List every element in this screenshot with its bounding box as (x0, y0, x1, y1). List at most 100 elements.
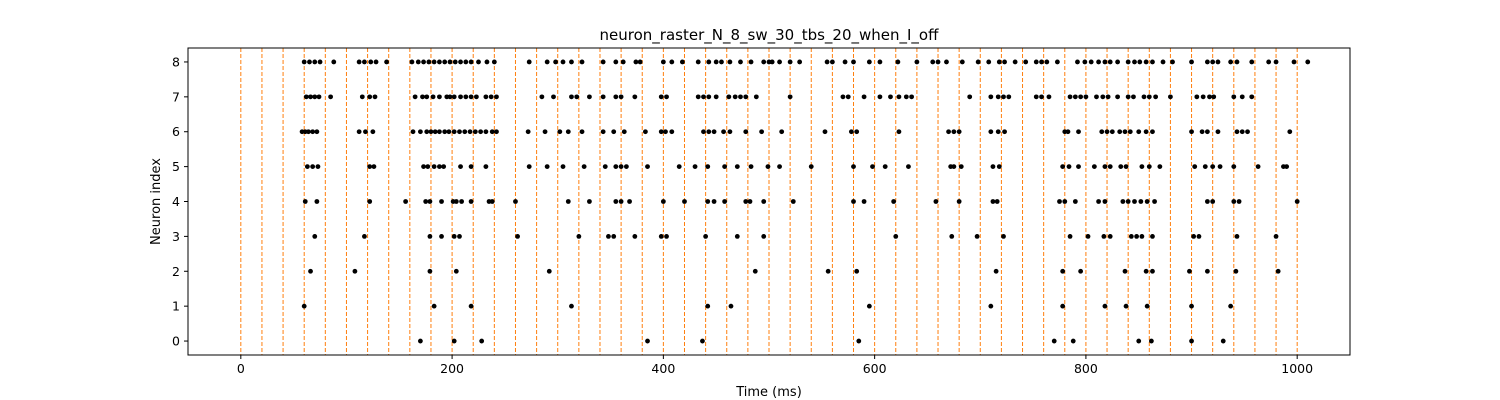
spike-point (1139, 233, 1145, 239)
spike-point (1168, 94, 1173, 100)
spike-point (949, 233, 955, 239)
y-tick-label: 6 (172, 124, 180, 139)
spike-point (1199, 129, 1205, 135)
spike-point (1189, 303, 1194, 309)
spike-point (316, 94, 322, 100)
spike-point (1275, 268, 1281, 274)
spike-point (777, 164, 782, 170)
spike-point (753, 94, 759, 100)
spike-point (479, 338, 485, 344)
spike-point (825, 268, 831, 274)
spike-point (1146, 94, 1152, 100)
spike-point (1143, 59, 1149, 65)
y-tick-label: 8 (172, 54, 180, 69)
spike-point (371, 164, 377, 170)
spike-point (743, 129, 749, 135)
spike-point (328, 94, 334, 100)
spike-point (483, 129, 489, 135)
spike-point (669, 59, 675, 65)
spike-point (427, 233, 433, 239)
spike-point (930, 59, 936, 65)
spike-point (489, 199, 495, 204)
spike-point (669, 129, 675, 135)
spike-point (1066, 164, 1072, 170)
spike-point (1085, 233, 1091, 239)
x-tick-label: 0 (237, 361, 245, 376)
spike-point (410, 129, 416, 135)
spike-point (451, 338, 457, 344)
spike-point (600, 59, 606, 65)
spike-point (613, 94, 619, 100)
spike-point (824, 59, 830, 65)
spike-point (896, 94, 902, 100)
spike-point (986, 59, 992, 65)
spike-point (761, 233, 767, 239)
spike-point (1001, 233, 1006, 239)
spike-point (458, 94, 463, 100)
spike-point (367, 164, 373, 170)
spike-point (442, 59, 448, 65)
spike-point (1118, 164, 1124, 170)
spike-point (427, 268, 433, 274)
spike-point (483, 164, 489, 170)
spike-point (1210, 199, 1216, 204)
spike-point (478, 129, 484, 135)
spike-point (829, 59, 835, 65)
spike-point (645, 164, 650, 170)
spike-point (437, 94, 442, 100)
spike-point (1196, 233, 1202, 239)
spike-point (418, 129, 423, 135)
spike-point (579, 129, 585, 135)
spike-point (643, 129, 648, 135)
spike-point (1088, 59, 1094, 65)
spike-point (1249, 59, 1255, 65)
spike-point (620, 59, 626, 65)
spike-point (1239, 129, 1245, 135)
spike-point (1233, 268, 1239, 274)
spike-point (306, 129, 311, 135)
spike-point (861, 199, 867, 204)
spike-point (695, 94, 701, 100)
y-tick-label: 7 (172, 89, 180, 104)
spike-point (988, 94, 994, 100)
spike-point (1220, 338, 1226, 344)
spike-point (1057, 199, 1062, 204)
spike-point (1249, 94, 1255, 100)
spike-point (1054, 59, 1060, 65)
spike-point (1228, 59, 1234, 65)
spike-point (467, 129, 473, 135)
spike-point (946, 129, 951, 135)
spike-point (822, 129, 828, 135)
spike-point (995, 94, 1001, 100)
spike-point (301, 59, 307, 65)
spike-point (1202, 164, 1208, 170)
spike-point (420, 94, 425, 100)
spike-point (895, 59, 901, 65)
spike-point (1204, 59, 1210, 65)
spike-point (452, 59, 458, 65)
spike-point (1060, 268, 1066, 274)
spike-point (425, 164, 431, 170)
spike-point (412, 94, 418, 100)
spike-point (468, 164, 474, 170)
spike-point (1002, 59, 1007, 65)
spike-point (352, 268, 358, 274)
spike-point (301, 303, 307, 309)
spike-point (1132, 199, 1137, 204)
spike-point (743, 199, 749, 204)
spike-point (877, 59, 883, 65)
spike-point (1234, 59, 1240, 65)
spike-point (437, 164, 442, 170)
spike-point (1109, 129, 1115, 135)
spike-point (722, 164, 728, 170)
spike-point (956, 129, 962, 135)
y-tick-label: 2 (172, 264, 180, 279)
spike-point (738, 94, 743, 100)
spike-point (866, 59, 872, 65)
spike-point (431, 303, 437, 309)
spike-point (472, 129, 478, 135)
spike-point (1102, 199, 1108, 204)
spike-point (663, 129, 668, 135)
spike-point (468, 199, 474, 204)
spike-point (1150, 233, 1155, 239)
